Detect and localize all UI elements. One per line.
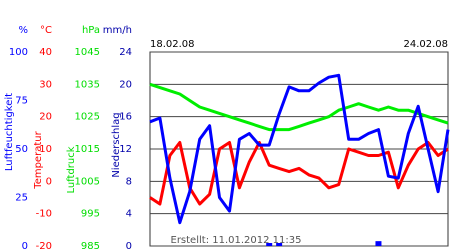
axis-unit: °C (40, 25, 52, 36)
y-tick-label: 25 (15, 193, 28, 204)
footer: Erstellt: 11.01.2012 11:35 (171, 235, 302, 246)
series-line (149, 73, 450, 225)
y-tick-label: 1005 (75, 176, 100, 187)
y-tick-label: 1035 (75, 79, 100, 90)
rain-bar (375, 241, 382, 246)
start-date: 18.02.08 (150, 39, 195, 50)
y-tick-label: 20 (39, 112, 52, 123)
y-tick-label: 50 (15, 144, 28, 155)
y-tick-label: 12 (119, 144, 132, 155)
y-tick-label: 10 (39, 144, 52, 155)
y-tick-label: 8 (126, 176, 132, 187)
y-tick-label: 1025 (75, 112, 100, 123)
y-tick-label: 995 (81, 209, 100, 220)
y-tick-label: 1045 (75, 47, 100, 58)
axis-label: Temperatur (33, 130, 44, 189)
axis-unit: % (18, 25, 28, 36)
axis-label: Luftdruck (66, 146, 77, 193)
axis-label: Niederschlag (111, 112, 122, 177)
end-date: 24.02.08 (403, 39, 448, 50)
rain-bar (276, 243, 283, 246)
y-tick-label: 4 (126, 209, 132, 220)
axis-unit: mm/h (103, 25, 132, 36)
y-tick-label: -20 (36, 241, 52, 250)
y-tick-label: -10 (36, 209, 52, 220)
y-tick-label: 30 (39, 79, 52, 90)
series-line (149, 141, 449, 206)
y-tick-label: 20 (119, 79, 132, 90)
y-tick-label: 1015 (75, 144, 100, 155)
y-tick-label: 0 (22, 241, 28, 250)
y-tick-label: 0 (126, 241, 132, 250)
series-line (149, 82, 449, 132)
y-tick-label: 40 (39, 47, 52, 58)
y-tick-label: 75 (15, 96, 28, 107)
y-tick-label: 100 (9, 47, 28, 58)
y-tick-label: 16 (119, 112, 132, 123)
y-tick-label: 24 (119, 47, 132, 58)
axis-label: Luftfeuchtigkeit (4, 93, 15, 171)
y-tick-label: 0 (46, 176, 52, 187)
y-tick-label: 985 (81, 241, 100, 250)
axis-unit: hPa (82, 25, 100, 36)
rain-bar (266, 243, 273, 246)
